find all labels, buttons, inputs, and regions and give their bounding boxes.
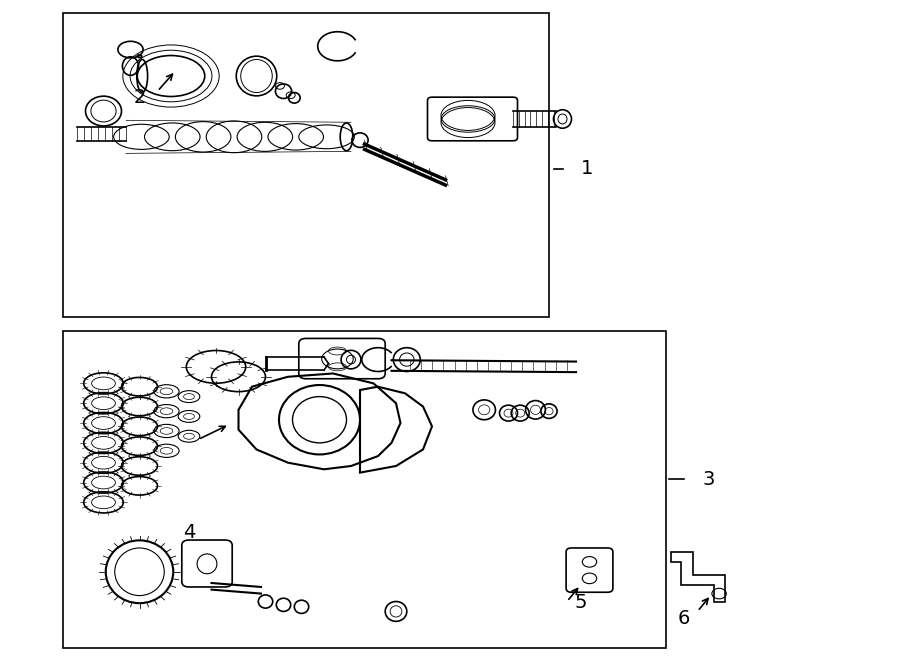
Text: 1: 1 — [580, 159, 593, 178]
Text: 2: 2 — [133, 88, 146, 106]
Text: 4: 4 — [183, 523, 195, 541]
Text: 3: 3 — [702, 470, 715, 488]
Text: 5: 5 — [574, 594, 587, 612]
Text: 6: 6 — [678, 609, 690, 627]
